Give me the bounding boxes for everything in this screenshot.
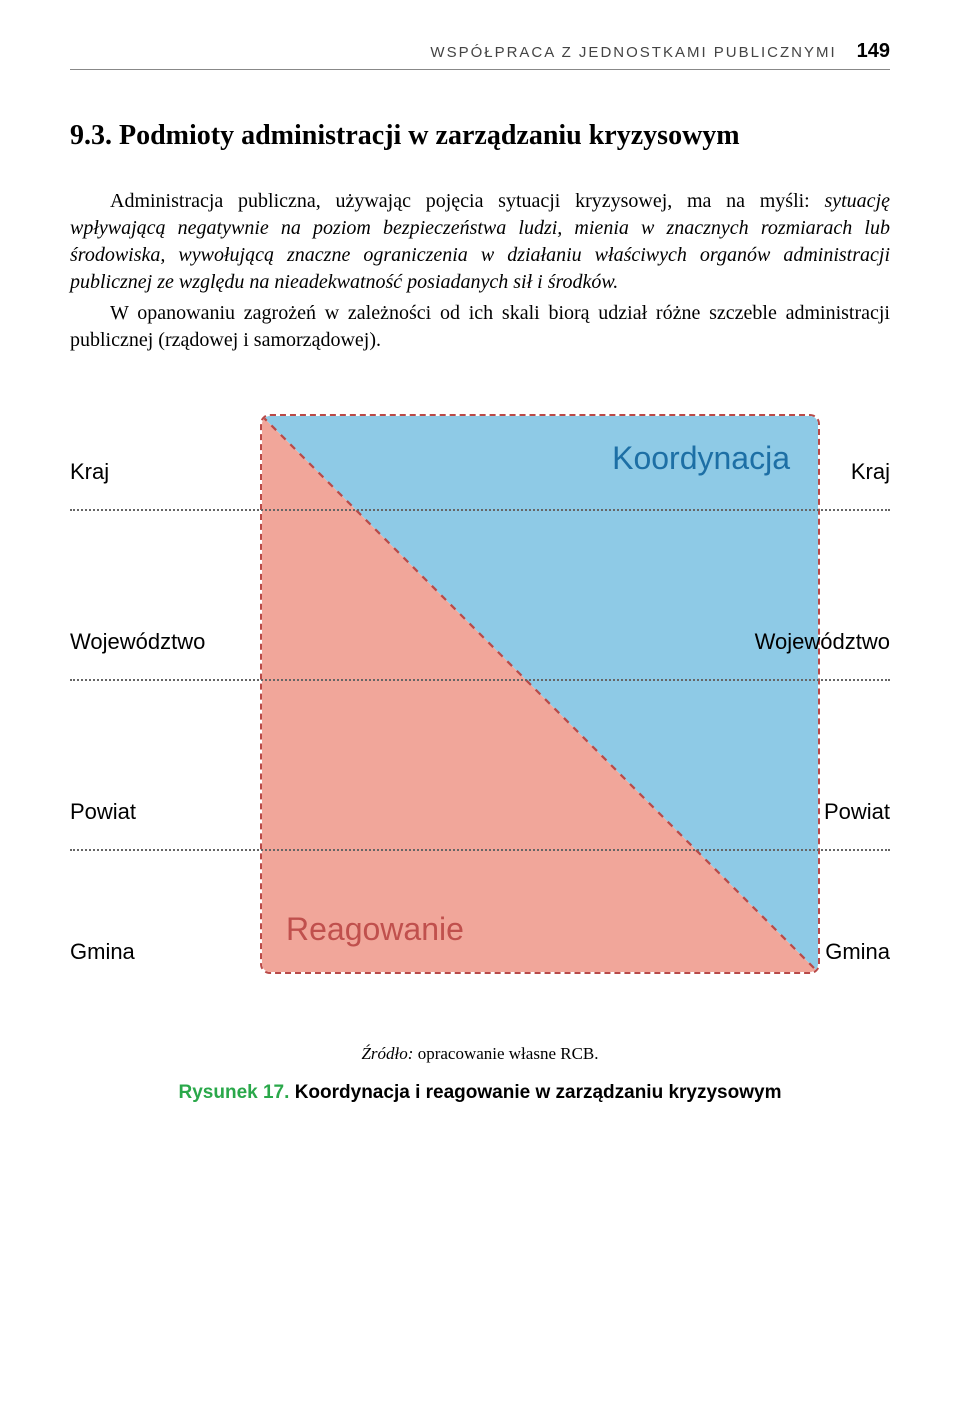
p2-text: W opanowaniu zagrożeń w zależności od ic… [70, 302, 890, 351]
paragraph-1: Administracja publiczna, używając pojęci… [70, 188, 890, 296]
level-label-left: Województwo [70, 629, 205, 655]
level-label-right: Kraj [851, 459, 890, 485]
section-title: Podmioty administracji w zarządzaniu kry… [119, 120, 740, 151]
p1-lead: Administracja publiczna, używając pojęci… [110, 190, 824, 212]
row-divider [70, 679, 890, 681]
section-heading: 9.3. Podmioty administracji w zarządzani… [70, 120, 890, 152]
source-label: Źródło: [361, 1044, 413, 1063]
figure-canvas: Koordynacja Reagowanie Kraj Kraj Województ… [70, 414, 890, 1014]
section-number: 9.3. [70, 120, 112, 151]
figure-caption: Rysunek 17. Koordynacja i reagowanie w z… [70, 1082, 890, 1104]
figure-number: Rysunek 17. [179, 1082, 290, 1103]
figure-source: Źródło: opracowanie własne RCB. [70, 1044, 890, 1064]
level-label-left: Powiat [70, 799, 136, 825]
figure-17: Koordynacja Reagowanie Kraj Kraj Województ… [70, 414, 890, 1104]
page-number: 149 [857, 40, 890, 63]
level-label-left: Gmina [70, 939, 135, 965]
row-divider [70, 509, 890, 511]
source-text: opracowanie własne RCB. [413, 1044, 598, 1063]
triangle-fill-svg [262, 416, 818, 972]
row-divider [70, 849, 890, 851]
figure-square: Koordynacja Reagowanie [260, 414, 820, 974]
level-label-right: Województwo [755, 629, 890, 655]
running-title: WSPÓŁPRACA Z JEDNOSTKAMI PUBLICZNYMI [430, 44, 836, 61]
level-label-left: Kraj [70, 459, 109, 485]
figure-title: Koordynacja i reagowanie w zarządzaniu k… [289, 1082, 781, 1103]
level-label-right: Gmina [825, 939, 890, 965]
paragraph-2: W opanowaniu zagrożeń w zależności od ic… [70, 300, 890, 354]
upper-label: Koordynacja [612, 440, 790, 477]
lower-label: Reagowanie [286, 911, 464, 948]
running-header: WSPÓŁPRACA Z JEDNOSTKAMI PUBLICZNYMI 149 [70, 40, 890, 70]
level-label-right: Powiat [824, 799, 890, 825]
